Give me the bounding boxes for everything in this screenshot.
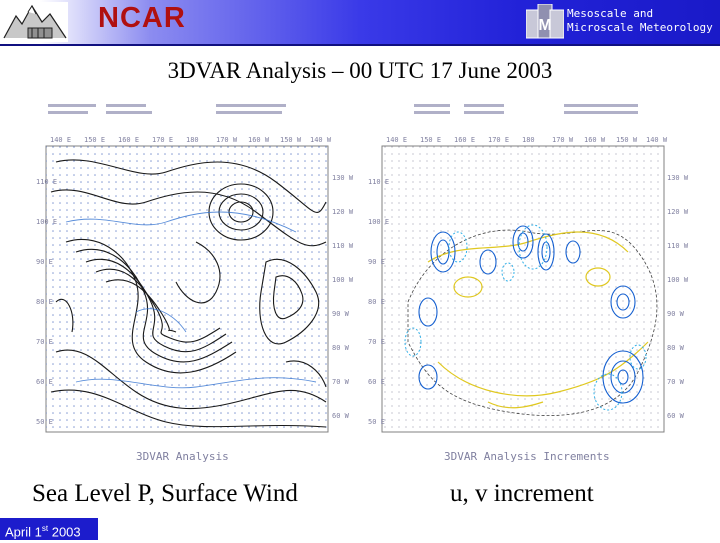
lon-label: 170 W: [552, 136, 574, 144]
lon-label: 170 E: [488, 136, 509, 144]
lon-label: 140 E: [50, 136, 71, 144]
lat-label: 60 E: [368, 378, 385, 386]
left-plot-area: [45, 145, 329, 433]
right-lon-label: 130 W: [667, 174, 689, 182]
lat-label: 70 E: [36, 338, 53, 346]
left-lon-labels: 140 E 150 E 160 E 170 E 180 170 W 160 W …: [50, 136, 332, 144]
right-lon-label: 70 W: [667, 378, 685, 386]
right-lon-label: 80 W: [332, 344, 350, 352]
right-lon-label: 130 W: [332, 174, 354, 182]
lon-label: 170 W: [216, 136, 238, 144]
left-caption: Sea Level P, Surface Wind: [32, 480, 298, 507]
right-right-labels: 130 W 120 W 110 W 100 W 90 W 80 W 70 W 6…: [667, 174, 689, 420]
lon-label: 150 E: [84, 136, 105, 144]
lat-label: 100 E: [36, 218, 57, 226]
date-main: April 1: [5, 524, 42, 540]
date-footer: April 1st 2003: [0, 518, 98, 540]
svg-text:M: M: [538, 17, 551, 34]
lon-label: 150 W: [280, 136, 302, 144]
right-lon-label: 60 W: [667, 412, 685, 420]
division-name: Mesoscale and Microscale Meteorology: [567, 7, 713, 35]
sea-level-pressure-map: 140 E 150 E 160 E 170 E 180 170 W 160 W …: [36, 102, 368, 467]
right-lon-label: 90 W: [667, 310, 685, 318]
right-plot-title: 3DVAR Analysis Increments: [444, 450, 610, 463]
left-plot-title: 3DVAR Analysis: [136, 450, 229, 463]
right-lon-label: 120 W: [332, 208, 354, 216]
lon-label: 150 W: [616, 136, 638, 144]
right-plot-area: [381, 145, 665, 433]
date-suffix: st: [41, 524, 49, 533]
lon-label: 140 W: [310, 136, 332, 144]
lon-label: 140 E: [386, 136, 407, 144]
mountain-logo-icon: [2, 2, 68, 42]
lat-label: 60 E: [36, 378, 53, 386]
lon-label: 150 E: [420, 136, 441, 144]
lat-label: 50 E: [36, 418, 53, 426]
uv-increment-map: 140 E 150 E 160 E 170 E 180 170 W 160 W …: [368, 102, 694, 467]
lat-label: 90 E: [368, 258, 385, 266]
right-lon-label: 60 W: [332, 412, 350, 420]
lon-label: 140 W: [646, 136, 668, 144]
lon-label: 170 E: [152, 136, 173, 144]
right-lon-label: 70 W: [332, 378, 350, 386]
lon-label: 160 W: [584, 136, 606, 144]
division-line-2: Microscale Meteorology: [567, 21, 713, 34]
date-year: 2003: [51, 524, 81, 540]
lat-label: 100 E: [368, 218, 389, 226]
lat-label: 110 E: [368, 178, 389, 186]
right-lon-labels: 140 E 150 E 160 E 170 E 180 170 W 160 W …: [386, 136, 668, 144]
map-header-text: [414, 104, 638, 114]
left-lat-labels: 110 E 100 E 90 E 80 E 70 E 60 E 50 E: [36, 178, 57, 426]
lon-label: 160 W: [248, 136, 270, 144]
lat-label: 50 E: [368, 418, 385, 426]
lon-label: 160 E: [454, 136, 475, 144]
division-line-1: Mesoscale and: [567, 7, 654, 20]
right-lat-labels: 110 E 100 E 90 E 80 E 70 E 60 E 50 E: [368, 178, 389, 426]
right-lon-label: 110 W: [332, 242, 354, 250]
right-caption: u, v increment: [450, 480, 594, 507]
lat-label: 80 E: [36, 298, 53, 306]
map-header-text: [48, 104, 286, 114]
lat-label: 70 E: [368, 338, 385, 346]
lon-label: 180: [522, 136, 535, 144]
slide-title: 3DVAR Analysis – 00 UTC 17 June 2003: [167, 58, 553, 83]
mmm-logo-icon: M: [526, 4, 564, 39]
right-lon-label: 110 W: [667, 242, 689, 250]
right-lon-label: 80 W: [667, 344, 685, 352]
lon-label: 180: [186, 136, 199, 144]
ncar-title: NCAR: [98, 2, 186, 34]
left-right-labels: 130 W 120 W 110 W 100 W 90 W 80 W 70 W 6…: [332, 174, 354, 420]
header-banner: NCAR M Mesoscale and Microscale Meteorol…: [0, 0, 720, 46]
lon-label: 160 E: [118, 136, 139, 144]
lat-label: 110 E: [36, 178, 57, 186]
right-lon-label: 120 W: [667, 208, 689, 216]
right-lon-label: 90 W: [332, 310, 350, 318]
right-lon-label: 100 W: [332, 276, 354, 284]
right-lon-label: 100 W: [667, 276, 689, 284]
lat-label: 90 E: [36, 258, 53, 266]
lat-label: 80 E: [368, 298, 385, 306]
